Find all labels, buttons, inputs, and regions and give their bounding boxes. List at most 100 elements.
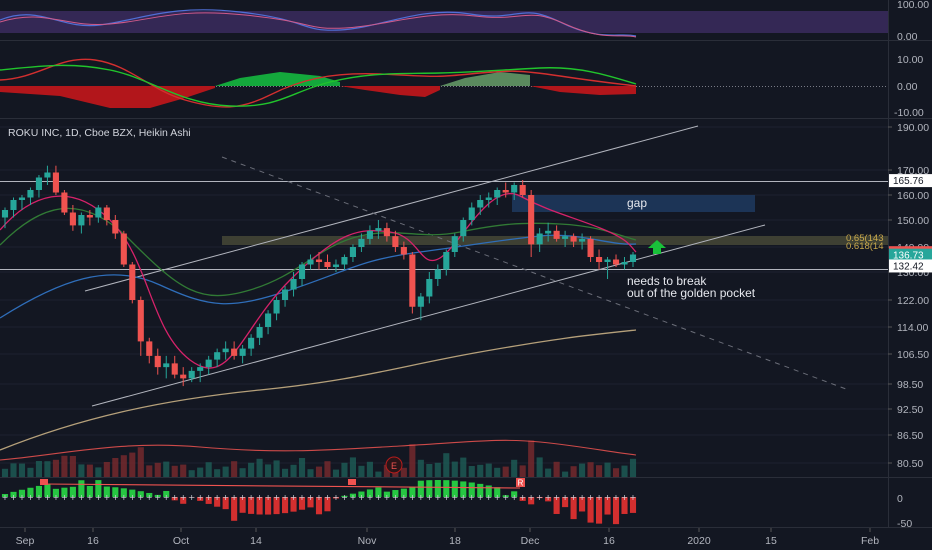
price-tick-label: 122.00 <box>897 295 929 307</box>
candle-body <box>61 192 68 213</box>
histogram-bar <box>180 497 187 504</box>
volume-bar <box>349 457 357 477</box>
histogram-bar <box>324 497 331 512</box>
histogram-bar <box>239 497 246 513</box>
zero-cross-plus-icon: + <box>197 493 204 502</box>
candle-body <box>621 262 628 265</box>
volume-bar <box>239 468 246 477</box>
zero-cross-plus-icon: + <box>485 493 492 502</box>
candle-body <box>349 247 357 257</box>
rsi-band <box>0 11 888 33</box>
histogram-bar <box>528 497 535 505</box>
histogram-bar <box>298 497 306 510</box>
volume-bar <box>171 465 178 477</box>
histogram-bar <box>477 483 484 497</box>
candle-body <box>307 259 314 265</box>
candle-body <box>460 220 467 237</box>
histogram-bar <box>392 490 399 497</box>
volume-bar <box>129 452 136 477</box>
histogram-pane: R + + + + + + + + + + + + + + + + + + + + + + + + + + + + + + + + + + + + + +… <box>2 478 637 525</box>
price-tick-label: 150.00 <box>897 215 929 227</box>
histogram-bar <box>69 486 76 497</box>
volume-bar <box>214 469 221 477</box>
zero-cross-plus-icon: + <box>519 493 526 502</box>
histogram-bar <box>231 497 238 521</box>
histogram-bar <box>27 487 34 497</box>
candle-body <box>256 327 263 338</box>
candle-body <box>27 190 34 198</box>
histogram-bar <box>103 486 110 497</box>
fib-label-0618: 0.618(14 <box>846 241 884 252</box>
zero-cross-markers: + + + + + + + + + + + + + + + + + + + + + + + + + + + + + + + + + + + + + + + +… <box>2 493 637 502</box>
volume-bar <box>52 459 59 477</box>
candle-body <box>545 230 552 234</box>
candle-body <box>18 197 26 200</box>
macd-tick-neg10: -10.00 <box>894 107 924 119</box>
candle-body <box>409 254 416 307</box>
candle-body <box>44 172 51 178</box>
histogram-bar <box>281 497 289 514</box>
time-tick-label: 16 <box>603 535 615 547</box>
volume-bar <box>248 462 255 477</box>
volume-bar <box>451 461 458 477</box>
rsi-line-b <box>0 12 637 38</box>
volume-bar <box>78 464 85 477</box>
candle-body <box>231 348 238 356</box>
histogram-bar <box>511 491 518 497</box>
volume-bar <box>120 455 127 477</box>
histogram-bar <box>214 497 221 507</box>
macd-hist-pos-2 <box>440 72 530 86</box>
volume-bar <box>163 461 170 477</box>
zero-cross-plus-icon: + <box>10 493 17 502</box>
zero-cross-plus-icon: + <box>434 493 441 502</box>
candle-body <box>86 215 93 218</box>
downtrend-dashed <box>221 156 847 390</box>
candle-body <box>324 262 331 267</box>
zero-cross-plus-icon: + <box>290 493 297 502</box>
histogram-bar <box>400 488 407 497</box>
signal-marker-2 <box>348 479 356 485</box>
zero-cross-plus-icon: + <box>27 493 34 502</box>
volume-bar <box>553 461 560 477</box>
histogram-bar <box>570 497 577 520</box>
volume-bar <box>426 464 433 477</box>
candle-body <box>485 197 492 200</box>
zero-cross-plus-icon: + <box>180 493 187 502</box>
zero-cross-plus-icon: + <box>333 493 340 502</box>
zero-cross-plus-icon: + <box>630 493 637 502</box>
zero-cross-plus-icon: + <box>477 493 484 502</box>
volume-bar <box>44 461 51 477</box>
zero-cross-plus-icon: + <box>112 493 119 502</box>
hist-tick-0: 0 <box>897 493 903 505</box>
candle-body <box>112 220 119 234</box>
earnings-icon[interactable] <box>385 456 403 474</box>
histogram-bar <box>137 491 144 497</box>
zero-cross-plus-icon: + <box>460 493 467 502</box>
histogram-bar <box>468 482 475 497</box>
price-tag <box>889 248 932 262</box>
zero-cross-plus-icon: + <box>604 493 611 502</box>
zero-cross-plus-icon: + <box>120 493 127 502</box>
volume-bar <box>231 461 238 477</box>
time-tick-label: Nov <box>358 535 377 547</box>
earnings-label: E <box>391 461 397 471</box>
histogram-bar <box>519 497 526 501</box>
macd-pane <box>0 58 888 108</box>
signal-line <box>0 64 637 107</box>
histogram-bar <box>553 497 560 514</box>
zero-cross-plus-icon: + <box>375 493 382 502</box>
zero-cross-plus-icon: + <box>146 493 153 502</box>
zero-cross-plus-icon: + <box>613 493 620 502</box>
zero-cross-plus-icon: + <box>392 493 399 502</box>
histogram-bar <box>171 497 178 501</box>
ma-200-line <box>0 329 637 451</box>
volume-bar <box>197 467 204 477</box>
time-tick-label: 2020 <box>687 535 711 547</box>
candle-body <box>180 374 187 379</box>
zero-cross-plus-icon: + <box>324 493 331 502</box>
candle-body <box>120 233 127 265</box>
candle-body <box>171 363 178 375</box>
candle-body <box>69 212 76 226</box>
fib-label-065: 0.65(143 <box>846 233 884 244</box>
zero-cross-plus-icon: + <box>511 493 518 502</box>
